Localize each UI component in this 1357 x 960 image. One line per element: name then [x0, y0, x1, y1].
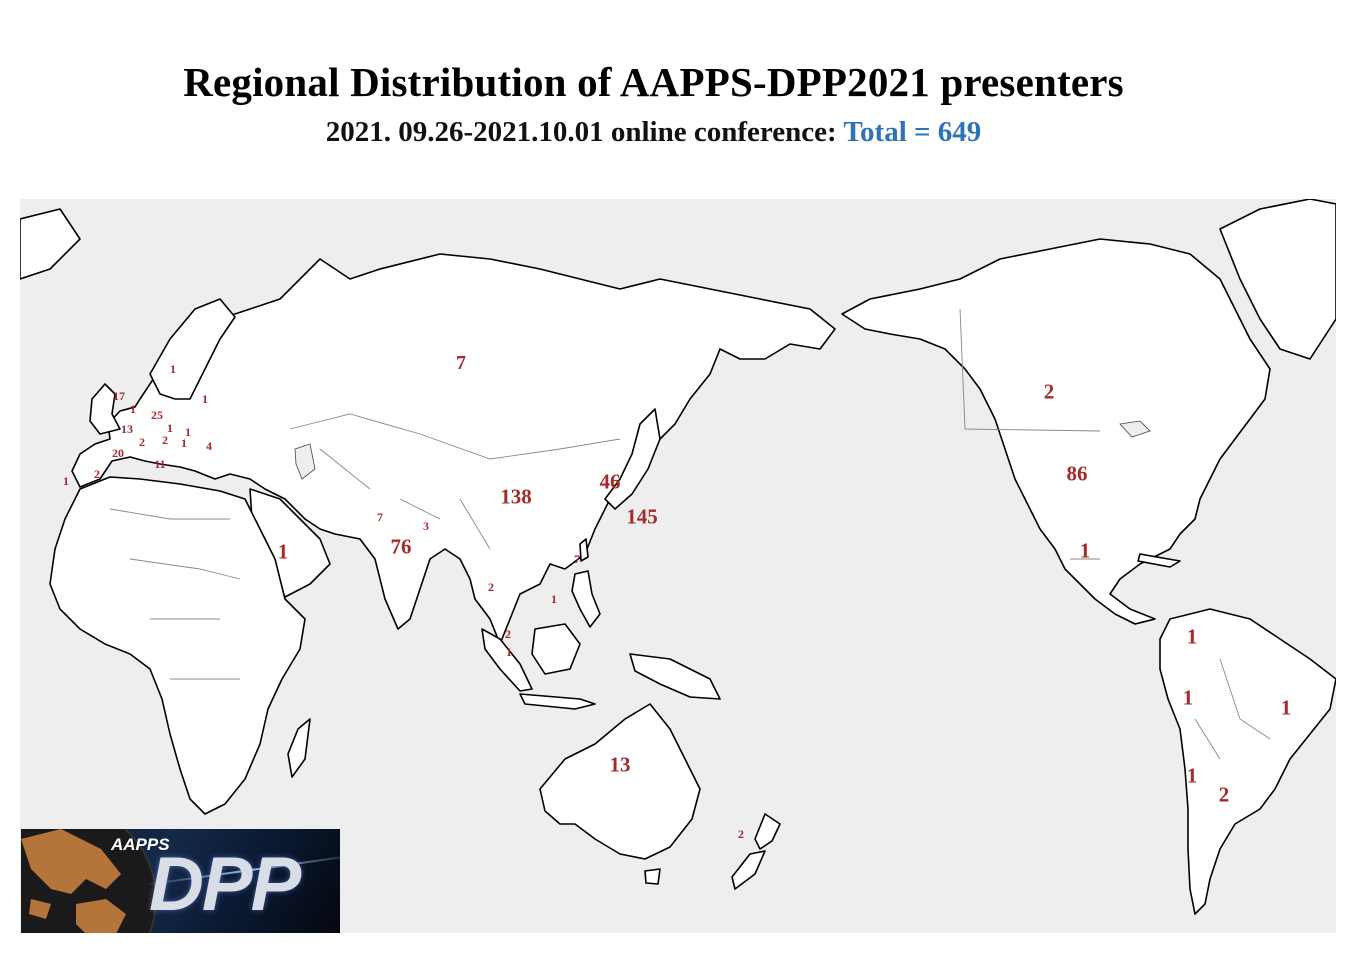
- africa-land: [49, 476, 306, 815]
- caribbean-land: [1137, 553, 1181, 568]
- count-malaysia: 2: [505, 627, 511, 641]
- count-argentina: 2: [1218, 782, 1230, 807]
- count-mexico: 1: [1079, 538, 1091, 563]
- count-russia: 7: [456, 352, 466, 374]
- count-colombia: 1: [1186, 624, 1198, 649]
- count-czech: 1: [167, 421, 173, 435]
- madagascar-land: [287, 718, 311, 778]
- greenland-land: [1219, 199, 1336, 360]
- count-chile: 1: [1186, 763, 1198, 788]
- map-title: Regional Distribution of AAPPS-DPP2021 p…: [183, 59, 1124, 105]
- count-italy: 11: [154, 457, 166, 471]
- count-uk: 17: [113, 389, 125, 403]
- japan-land: [604, 408, 661, 510]
- count-spain: 2: [94, 467, 100, 481]
- australia-land: [539, 703, 701, 860]
- scandinavia-land: [149, 298, 236, 400]
- count-lithuania: 1: [202, 392, 208, 406]
- great-lakes: [1119, 420, 1151, 438]
- tasmania-land: [644, 868, 661, 885]
- count-sweden: 1: [170, 362, 176, 376]
- logo-dpp-text: DPP: [149, 842, 301, 927]
- taiwan-land: [579, 538, 589, 562]
- count-germany: 25: [151, 408, 163, 422]
- count-nepal: 3: [423, 519, 429, 533]
- eurasia-land: [71, 253, 836, 645]
- count-peru: 1: [1182, 685, 1194, 710]
- count-thailand: 2: [488, 580, 494, 594]
- count-usa: 86: [1066, 461, 1088, 486]
- greenland-west-land: [20, 208, 81, 280]
- count-taiwan: 7: [574, 552, 580, 566]
- count-portugal: 1: [63, 474, 69, 488]
- north-america-land: [841, 238, 1271, 625]
- count-poland: 1: [185, 425, 191, 439]
- subtitle-dates: 2021. 09.26-2021.10.01 online conference…: [325, 116, 844, 148]
- count-canada: 2: [1043, 379, 1055, 404]
- count-belgium: 13: [121, 422, 133, 436]
- count-new-zealand: 2: [738, 827, 744, 841]
- count-switzerland: 2: [139, 435, 145, 449]
- aapps-dpp-logo: AAPPS DPP: [21, 829, 340, 933]
- country-borders: [109, 308, 1271, 760]
- count-pakistan: 7: [377, 510, 383, 524]
- subtitle-total: Total = 649: [843, 116, 982, 148]
- world-map: 7 138 46 145 76 7 3 1 7 1 2 2 1 13 2 2 8…: [20, 199, 1336, 933]
- count-philippines: 1: [551, 592, 557, 606]
- count-netherlands: 1: [130, 402, 136, 416]
- count-france: 20: [112, 446, 124, 460]
- count-brazil: 1: [1280, 695, 1292, 720]
- count-korea: 46: [599, 469, 621, 494]
- count-australia: 13: [609, 752, 631, 777]
- count-singapore: 1: [506, 645, 512, 659]
- count-india: 76: [390, 534, 412, 559]
- map-subtitle: 2021. 09.26-2021.10.01 online conference…: [0, 116, 1307, 149]
- caspian-sea: [294, 443, 316, 480]
- borneo-land: [531, 623, 581, 675]
- britain-land: [89, 383, 121, 435]
- count-hungary: 1: [181, 436, 187, 450]
- new-zealand-land: [731, 813, 781, 890]
- count-saudi-arabia: 1: [277, 539, 289, 564]
- logo-aapps-text: AAPPS: [111, 835, 170, 854]
- count-ukraine: 4: [206, 439, 212, 453]
- count-china: 138: [500, 484, 532, 509]
- globe-icon: [21, 829, 157, 933]
- count-austria: 2: [162, 433, 168, 447]
- philippines-land: [571, 570, 601, 628]
- map-landmasses: [20, 199, 1336, 915]
- count-japan: 145: [626, 504, 658, 529]
- sumatra-land: [481, 628, 533, 692]
- new-guinea-land: [629, 653, 721, 700]
- south-america-land: [1159, 608, 1336, 915]
- java-land: [519, 693, 596, 710]
